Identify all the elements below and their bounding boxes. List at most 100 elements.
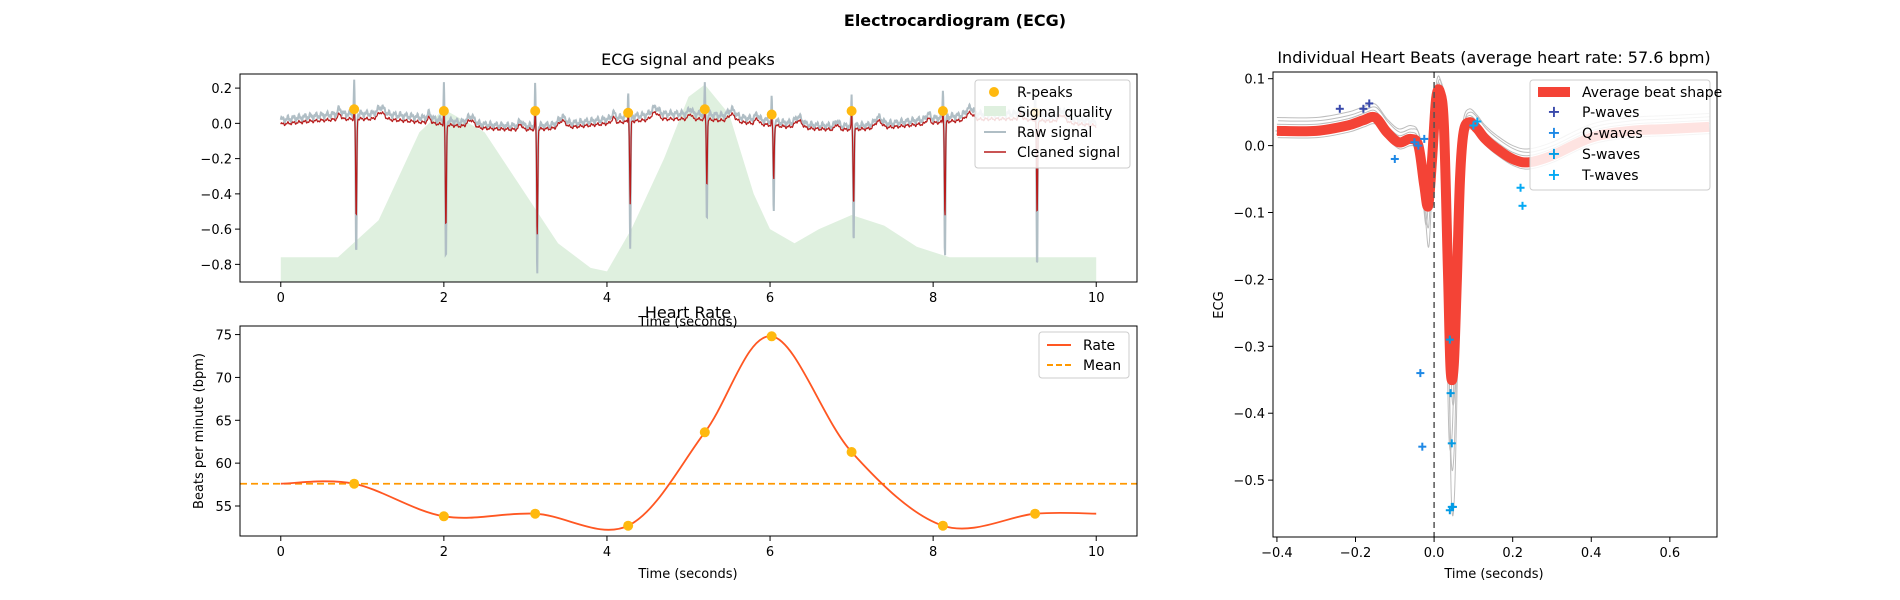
s-wave-marker <box>1447 439 1456 448</box>
legend-rpeaks-marker <box>989 87 999 97</box>
rate-xtick-label: 4 <box>603 545 611 560</box>
r-peak-point <box>438 106 449 117</box>
legend-average-label: Average beat shape <box>1582 85 1722 101</box>
rate-panel: Heart Rate 0 2 4 6 8 10 55 60 65 70 75 Time (secon… <box>192 303 1138 582</box>
r-peak-point <box>699 104 710 115</box>
p-wave-marker <box>1365 99 1374 108</box>
rate-xtick-label: 6 <box>766 545 774 560</box>
t-wave-marker <box>1469 121 1478 130</box>
legend-p-label: P-waves <box>1582 105 1639 121</box>
legend-quality-swatch <box>984 106 1006 116</box>
rate-axes-frame <box>239 325 1138 537</box>
ecg-xtick-label: 8 <box>929 291 937 306</box>
beats-ticks: −0.4 −0.2 0.0 0.2 0.4 0.6 −0.5 −0.4 −0.3 −0.2 −0.1… <box>1233 73 1680 561</box>
rate-point <box>1030 508 1041 519</box>
p-wave-marker <box>1359 104 1368 113</box>
legend-t-marker: + <box>1547 165 1560 184</box>
cleaned-signal-line <box>280 108 1097 235</box>
q-wave-marker <box>1418 442 1427 451</box>
r-peak-point <box>530 106 541 117</box>
t-wave-marker <box>1473 117 1482 126</box>
q-wave-marker <box>1416 369 1425 378</box>
signal-quality-area <box>280 84 1097 282</box>
t-wave-marker <box>1516 183 1525 192</box>
average-beat-line <box>1276 84 1710 385</box>
r-peak-point <box>846 106 857 117</box>
rate-point <box>530 508 541 519</box>
ecg-panel: ECG signal and peaks 0 2 4 6 8 10 −0.8 −0.6 −0.4… <box>200 50 1138 330</box>
ecg-xtick-label: 2 <box>440 291 448 306</box>
p-wave-marker <box>1335 104 1344 113</box>
rate-xtick-label: 10 <box>1088 545 1105 560</box>
rate-xlabel: Time (seconds) <box>637 567 737 582</box>
beats-ylabel: ECG <box>1212 291 1227 318</box>
r-peak-point <box>766 109 777 120</box>
rate-ytick-label: 75 <box>215 329 232 344</box>
ecg-xtick-label: 0 <box>277 291 285 306</box>
rate-ytick-label: 65 <box>215 414 232 429</box>
legend-s-label: S-waves <box>1582 147 1640 163</box>
q-wave-marker <box>1414 141 1423 150</box>
beats-xtick-label: 0.2 <box>1502 546 1523 561</box>
beats-xtick-label: 0.4 <box>1581 546 1602 561</box>
legend-cleaned-label: Cleaned signal <box>1017 145 1120 161</box>
rate-xtick-label: 0 <box>277 545 285 560</box>
legend-p-marker: + <box>1547 102 1560 121</box>
beats-ytick-label: −0.1 <box>1233 207 1265 222</box>
legend-rpeaks-label: R-peaks <box>1017 85 1073 101</box>
legend-rate-label: Rate <box>1083 338 1115 354</box>
beats-xtick-label: −0.2 <box>1340 546 1372 561</box>
r-peak-point <box>349 104 360 115</box>
beats-plot-area <box>1275 72 1711 537</box>
rate-point <box>937 520 948 531</box>
beats-title: Individual Heart Beats (average heart ra… <box>1277 48 1710 67</box>
ecg-axes-frame <box>239 73 1138 283</box>
rate-ytick-label: 70 <box>215 371 232 386</box>
ecg-xtick-label: 10 <box>1088 291 1105 306</box>
beats-ytick-label: −0.4 <box>1233 407 1265 422</box>
rate-ytick-label: 55 <box>215 500 232 515</box>
legend-quality-label: Signal quality <box>1017 105 1112 121</box>
ecg-xtick-label: 6 <box>766 291 774 306</box>
s-wave-marker <box>1447 502 1456 511</box>
q-wave-marker <box>1390 154 1399 163</box>
ecg-ytick-label: −0.4 <box>200 188 232 203</box>
ecg-ytick-label: −0.6 <box>200 223 232 238</box>
raw-signal-line <box>279 79 1097 274</box>
ecg-ytick-label: 0.0 <box>211 117 232 132</box>
beats-panel: Individual Heart Beats (average heart ra… <box>1212 48 1722 582</box>
legend-mean-label: Mean <box>1083 358 1121 374</box>
beats-ytick-label: −0.5 <box>1233 474 1265 489</box>
ecg-legend: R-peaks Signal quality Raw signal Cleane… <box>974 79 1131 169</box>
beats-xtick-label: 0.0 <box>1424 546 1445 561</box>
beats-ytick-label: 0.0 <box>1244 140 1265 155</box>
beats-xtick-label: −0.4 <box>1261 546 1293 561</box>
rate-point <box>438 511 449 522</box>
rate-plot-area <box>240 331 1137 531</box>
rate-ylabel: Beats per minute (bpm) <box>192 353 207 509</box>
legend-t-label: T-waves <box>1581 168 1639 184</box>
ecg-xtick-label: 4 <box>603 291 611 306</box>
t-wave-marker <box>1518 201 1527 210</box>
rate-title: Heart Rate <box>645 303 731 322</box>
rate-legend: Rate Mean <box>1038 331 1130 379</box>
legend-s-marker: + <box>1547 144 1560 163</box>
legend-raw-label: Raw signal <box>1017 125 1092 141</box>
ecg-plot-area <box>279 79 1097 282</box>
heart-rate-line <box>280 335 1097 531</box>
rate-xtick-label: 8 <box>929 545 937 560</box>
ecg-ticks: 0 2 4 6 8 10 −0.8 −0.6 −0.4 −0.2 0.0 0.2 <box>200 82 1104 306</box>
beats-legend: Average beat shape + P-waves + Q-waves +… <box>1529 79 1722 191</box>
s-wave-marker <box>1445 335 1454 344</box>
r-peak-point <box>937 106 948 117</box>
legend-q-label: Q-waves <box>1582 126 1643 142</box>
legend-q-marker: + <box>1547 123 1560 142</box>
beats-ytick-label: −0.2 <box>1233 273 1265 288</box>
rate-xtick-label: 2 <box>440 545 448 560</box>
beats-xtick-label: 0.6 <box>1660 546 1681 561</box>
figure-suptitle: Electrocardiogram (ECG) <box>844 11 1066 30</box>
rate-ytick-label: 60 <box>215 457 232 472</box>
r-peak-point <box>623 107 634 118</box>
ecg-title: ECG signal and peaks <box>601 50 775 69</box>
beats-axes-frame <box>1272 71 1718 538</box>
